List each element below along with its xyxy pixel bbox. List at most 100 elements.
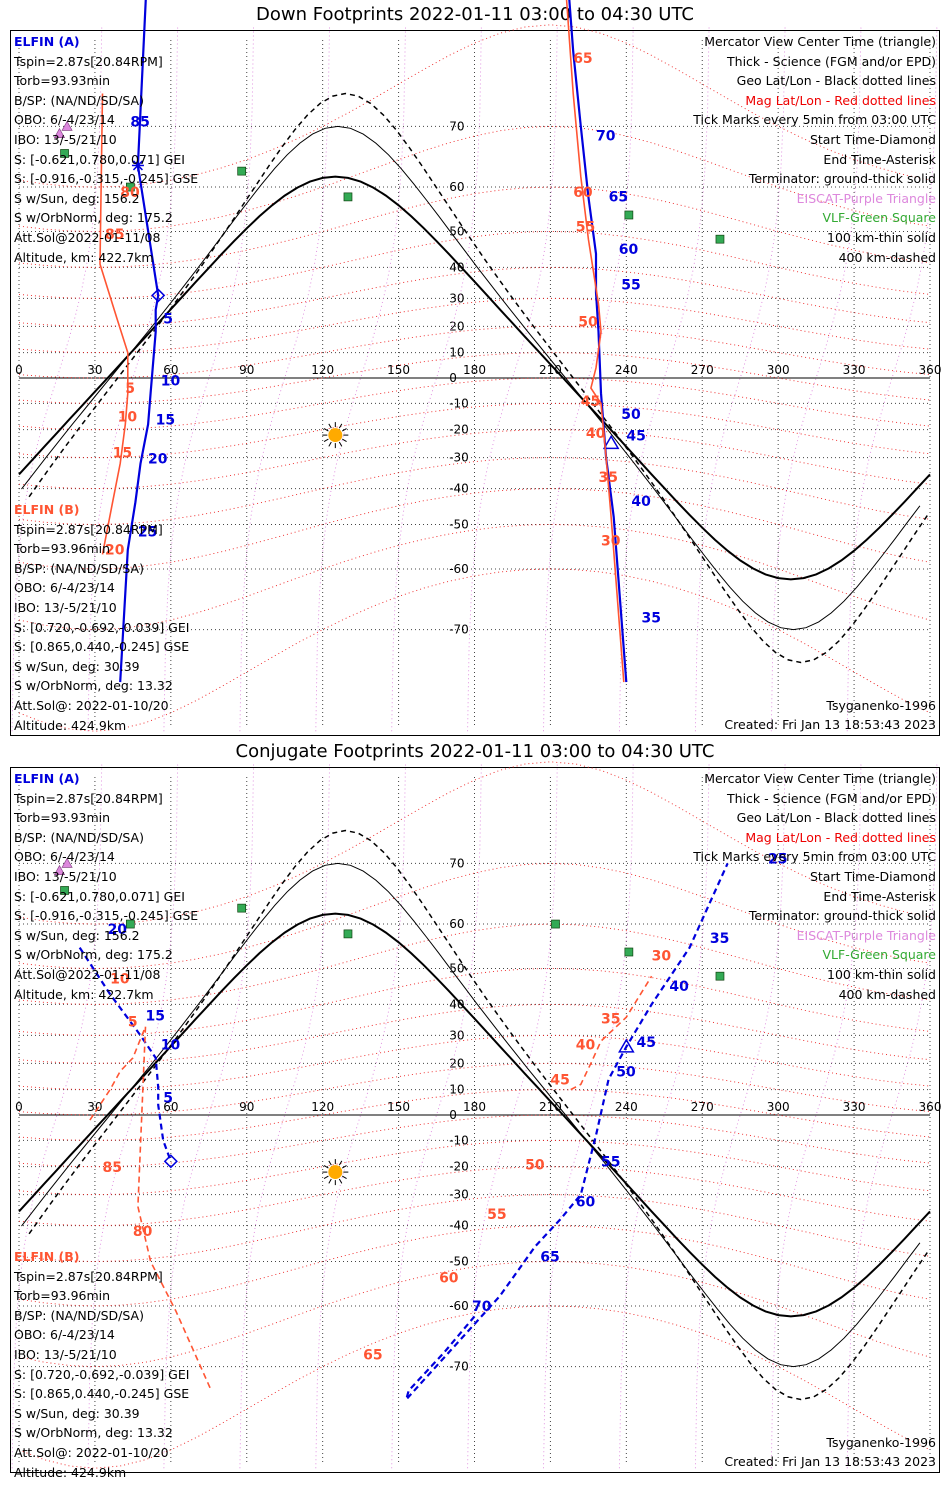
vlf-station-marker: [715, 234, 725, 244]
info-line: S: [0.865,0.440,-0.245] GSE: [14, 639, 190, 655]
tick-mark-label: 55: [621, 277, 640, 293]
legend-item: Thick - Science (FGM and/or EPD): [727, 790, 936, 806]
mag-lon-line: [543, 24, 634, 732]
footprint-trace: [565, 0, 625, 683]
vlf-station-marker: [624, 210, 634, 220]
footprint-trace: [570, 975, 653, 1091]
vlf-station-marker: [343, 929, 353, 939]
mag-lon-line: [846, 24, 938, 732]
y-tick-label: -30: [449, 451, 469, 465]
mag-lat-line: [18, 402, 931, 459]
legend-item: Thick - Science (FGM and/or EPD): [727, 53, 936, 69]
tick-mark-label: 55: [487, 1207, 506, 1223]
mag-lon-line: [770, 761, 862, 1469]
tick-mark-label: 5: [128, 1014, 138, 1030]
mag-lat-line: [18, 1089, 931, 1141]
footprint-trace: [405, 862, 729, 1401]
tick-mark-label: 65: [540, 1250, 559, 1266]
x-tick-label: 360: [919, 363, 942, 377]
legend-item: 100 km-thin solid: [827, 229, 936, 245]
mag-lon-line: [11, 761, 103, 1469]
x-tick-label: 90: [239, 363, 254, 377]
sun-icon: [322, 1159, 349, 1186]
tick-mark-label: 50: [616, 1065, 636, 1081]
sun-ray: [323, 438, 329, 443]
y-tick-label: -40: [449, 482, 469, 496]
y-tick-label: -10: [449, 396, 469, 410]
info-line: Torb=93.93min: [14, 810, 111, 826]
y-tick-label: 60: [449, 180, 464, 194]
x-tick-label: 330: [843, 363, 866, 377]
tick-mark-label: 45: [581, 394, 600, 410]
mag-lat-line: [18, 1261, 931, 1368]
legend-item: VLF-Green Square: [822, 210, 936, 226]
info-line: S w/Sun, deg: 156.2: [14, 190, 140, 206]
tick-mark-label: 40: [576, 1038, 596, 1054]
tick-mark-label: 10: [110, 972, 130, 988]
mag-lon-line: [315, 761, 406, 1469]
mag-lat-line: [18, 1034, 931, 1091]
created-label: Created: Fri Jan 13 18:53:43 2023: [724, 717, 936, 732]
vlf-station-marker: [125, 919, 135, 929]
start-diamond-marker: [163, 1154, 178, 1169]
legend-item: 100 km-thin solid: [827, 966, 936, 982]
info-line: S w/OrbNorm, deg: 13.32: [14, 678, 173, 694]
x-tick-label: 120: [311, 1100, 334, 1114]
mag-lon-line: [315, 24, 406, 732]
mag-lat-line: [18, 352, 931, 404]
tick-mark-label: 30: [601, 533, 621, 549]
legend: Mercator View Center Time (triangle) Thi…: [693, 769, 936, 1004]
mag-lon-line: [618, 24, 710, 732]
mag-lat-line: [18, 968, 931, 1036]
map-frame: [10, 767, 940, 1473]
y-tick-label: 70: [449, 119, 464, 133]
sun-ray: [341, 438, 347, 443]
tick-mark-label: 80: [120, 185, 140, 201]
tick-mark-label: 10: [161, 374, 181, 390]
mag-lon-line: [618, 761, 710, 1469]
x-tick-label: 270: [691, 363, 714, 377]
footprint-trace: [99, 93, 129, 555]
elfin-a-label: ELFIN (A): [14, 34, 80, 49]
x-tick-label: 0: [15, 363, 23, 377]
mag-lat-line: [18, 429, 931, 490]
elfin-b-info: ELFIN (B) Tspin=2.87s[20.84RPM] Torb=93.…: [14, 500, 189, 735]
legend-item: Mercator View Center Time (triangle): [704, 771, 936, 786]
sun-ray: [328, 1160, 332, 1166]
tick-mark-label: 55: [576, 219, 595, 235]
info-line: S w/OrbNorm, deg: 175.2: [14, 210, 173, 226]
mercator-map: 0 30 60 90 120 150 180 210 240 270 300 330 360706050…: [11, 0, 942, 732]
info-line: OBO: 6/-4/23/14: [14, 112, 115, 128]
info-line: S w/Sun, deg: 30.39: [14, 658, 140, 674]
elfin-a-info: ELFIN (A) Tspin=2.87s[20.84RPM] Torb=93.…: [14, 769, 198, 1004]
y-tick-label: -30: [449, 1188, 469, 1202]
tick-mark-label: 35: [598, 470, 617, 486]
x-tick-label: 120: [311, 363, 334, 377]
x-tick-label: 180: [463, 363, 486, 377]
legend-item: Terminator: ground-thick solid: [748, 171, 936, 187]
sun-ray: [341, 1175, 347, 1180]
mag-lat-line: [18, 568, 931, 732]
tick-mark-label: 45: [550, 1072, 569, 1088]
vlf-station-marker: [624, 947, 634, 957]
x-tick-label: 180: [463, 1100, 486, 1114]
y-tick-label: -40: [449, 1219, 469, 1233]
mag-lon-line: [391, 761, 482, 1469]
legend-item: EISCAT-Purple Triangle: [796, 927, 936, 943]
mag-lat-line: [18, 186, 931, 268]
y-tick-label: 10: [449, 346, 464, 360]
info-line: Tspin=2.87s[20.84RPM]: [14, 521, 163, 537]
down-footprints-panel: Down Footprints 2022-01-11 03:00 to 04:3…: [10, 0, 942, 736]
info-line: S w/OrbNorm, deg: 13.32: [14, 1425, 173, 1441]
info-line: Torb=93.96min: [14, 1288, 111, 1304]
legend-item: Mag Lat/Lon - Red dotted lines: [745, 92, 936, 108]
legend-item: Tick Marks every 5min from 03:00 UTC: [693, 112, 936, 128]
tick-mark-label: 30: [652, 948, 672, 964]
legend-item: Geo Lat/Lon - Black dotted lines: [736, 810, 936, 826]
map-frame: [10, 30, 940, 736]
tick-mark-label: 5: [125, 381, 135, 397]
vlf-station-marker: [715, 971, 725, 981]
mag-lat-line: [18, 1139, 931, 1196]
mag-lat-line: [18, 325, 931, 379]
mag-lat-line: [18, 457, 931, 525]
